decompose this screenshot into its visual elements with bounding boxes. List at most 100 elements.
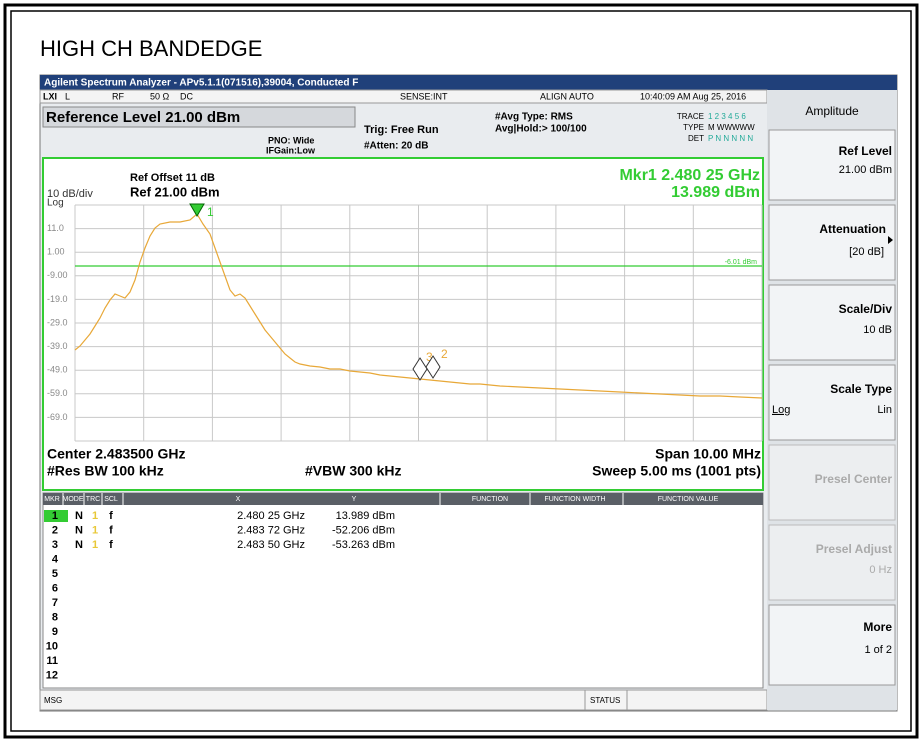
marker-table-header	[43, 493, 763, 505]
marker-number: 3	[52, 539, 58, 551]
softkey-label[interactable]: Ref Level	[839, 144, 892, 158]
trace-label: TRACE	[677, 112, 704, 121]
y-label: -69.0	[47, 412, 68, 422]
marker-number: 11	[46, 655, 58, 667]
y-label: -29.0	[47, 317, 68, 327]
marker-number: 9	[52, 626, 58, 638]
ref-level-setting: Reference Level 21.00 dBm	[46, 109, 240, 126]
softkey-button[interactable]	[768, 284, 896, 361]
softkey-label[interactable]: Presel Adjust	[816, 542, 892, 556]
softkey-scale-type[interactable]: Scale Type Log Lin	[768, 364, 896, 441]
marker-mode: N	[75, 510, 83, 522]
marker-y: -52.206 dBm	[332, 524, 395, 536]
inner-frame	[10, 10, 912, 732]
softkey-menu-title: Amplitude	[805, 104, 859, 118]
marker-number: 10	[46, 640, 58, 652]
y-label: 1.00	[47, 247, 65, 257]
marker-3	[412, 357, 428, 381]
y-label: -9.00	[47, 270, 68, 280]
softkey-button[interactable]	[768, 204, 896, 281]
status-sense: SENSE:INT	[400, 91, 448, 101]
status-rf: RF	[112, 91, 124, 101]
status-bar	[39, 689, 768, 711]
softkey-ref-level[interactable]: Ref Level 21.00 dBm	[768, 129, 896, 201]
atten: #Atten: 20 dB	[364, 141, 428, 152]
marker-number: 7	[52, 597, 58, 609]
marker-2-label: 2	[441, 347, 448, 361]
marker-2	[425, 355, 441, 379]
marker-frequency: Mkr1 2.480 25 GHz	[619, 167, 760, 184]
softkey-value[interactable]: 21.00 dBm	[839, 164, 892, 176]
title-bar	[40, 75, 897, 90]
marker-y: -53.263 dBm	[332, 539, 395, 551]
column-header: TRC	[86, 496, 100, 503]
softkey-more[interactable]: More 1 of 2	[768, 604, 896, 686]
span: Span 10.00 MHz	[655, 446, 761, 462]
softkey-button[interactable]	[768, 444, 896, 521]
softkey-label[interactable]: More	[863, 620, 892, 634]
marker-trace: 1	[92, 539, 98, 551]
softkey-value[interactable]: 1 of 2	[864, 644, 892, 656]
trace	[74, 213, 763, 399]
log: Log	[47, 198, 64, 209]
column-header: MKR	[44, 496, 60, 503]
column-header: X	[236, 496, 241, 503]
avg-type: #Avg Type: RMS	[495, 112, 573, 123]
marker-number: 4	[52, 553, 59, 565]
status: STATUS	[590, 696, 620, 705]
center-frequency: Center 2.483500 GHz	[47, 446, 186, 462]
avg-hold: Avg|Hold:> 100/100	[495, 124, 587, 135]
status-lxi: LXI	[43, 91, 57, 101]
softkey-value[interactable]: [20 dB]	[849, 246, 884, 258]
marker-number: 5	[52, 568, 58, 580]
softkey-option[interactable]: Log	[772, 404, 790, 416]
type-label: TYPE	[683, 123, 704, 132]
marker-number: 2	[52, 524, 58, 536]
softkey-presel-center[interactable]: Presel Center	[768, 444, 896, 521]
marker-number: 1	[52, 510, 58, 522]
y-label: -39.0	[47, 341, 68, 351]
outer-frame	[3, 3, 919, 739]
marker-number: 6	[52, 582, 58, 594]
marker-scale: f	[109, 524, 113, 536]
marker-scale: f	[109, 539, 113, 551]
softkey-option[interactable]: Lin	[877, 404, 892, 416]
marker-x: 2.483 50 GHz	[237, 539, 305, 551]
marker-table-body: MKR MODE TRC SCL X Y FUNCTION FUNCTION WIDTH FUN…	[44, 493, 719, 681]
softkey-label[interactable]: Scale Type	[830, 382, 892, 396]
column-header: FUNCTION WIDTH	[544, 496, 605, 503]
column-header: FUNCTION VALUE	[658, 496, 719, 503]
y-label: 11.0	[47, 223, 64, 233]
softkey-value[interactable]: 10 dB	[863, 324, 892, 336]
softkey-button[interactable]	[768, 129, 896, 201]
marker-mode: N	[75, 539, 83, 551]
marker-y: 13.989 dBm	[336, 510, 395, 522]
softkey-value[interactable]: 0 Hz	[869, 564, 892, 576]
marker-x: 2.480 25 GHz	[237, 510, 305, 522]
softkey-scale-div[interactable]: Scale/Div 10 dB	[768, 284, 896, 361]
softkey-button[interactable]	[768, 364, 896, 441]
msg: MSG	[44, 696, 62, 705]
graticule: 11.0 1.00 -9.00 -19.0 -29.0 -39.0 -49.0 -59.0 -6…	[47, 204, 763, 442]
scale: 10 dB/div	[47, 188, 93, 200]
marker-1-label: 1	[207, 205, 214, 219]
marker-1	[189, 203, 205, 217]
ref: Ref 21.00 dBm	[130, 184, 220, 199]
status-coupling: DC	[180, 91, 193, 101]
status-datetime: 10:40:09 AM Aug 25, 2016	[640, 91, 746, 101]
softkey-panel: Amplitude Ref Level 21.00 dBm Attenuatio…	[767, 90, 897, 710]
column-header: MODE	[63, 496, 84, 503]
softkey-attenuation[interactable]: Attenuation [20 dB]	[768, 204, 896, 281]
softkey-presel-adjust[interactable]: Presel Adjust 0 Hz	[768, 524, 896, 601]
status-impedance: 50 Ω	[150, 91, 170, 101]
rbw: #Res BW 100 kHz	[47, 463, 164, 479]
softkey-button[interactable]	[768, 604, 896, 686]
softkey-label[interactable]: Presel Center	[815, 472, 893, 486]
softkey-label[interactable]: Scale/Div	[839, 302, 893, 316]
graph-frame	[42, 157, 764, 491]
det-values: P N N N N N	[708, 134, 753, 143]
softkey-button[interactable]	[768, 524, 896, 601]
det-label: DET	[688, 134, 704, 143]
softkey-label[interactable]: Attenuation	[819, 222, 886, 236]
